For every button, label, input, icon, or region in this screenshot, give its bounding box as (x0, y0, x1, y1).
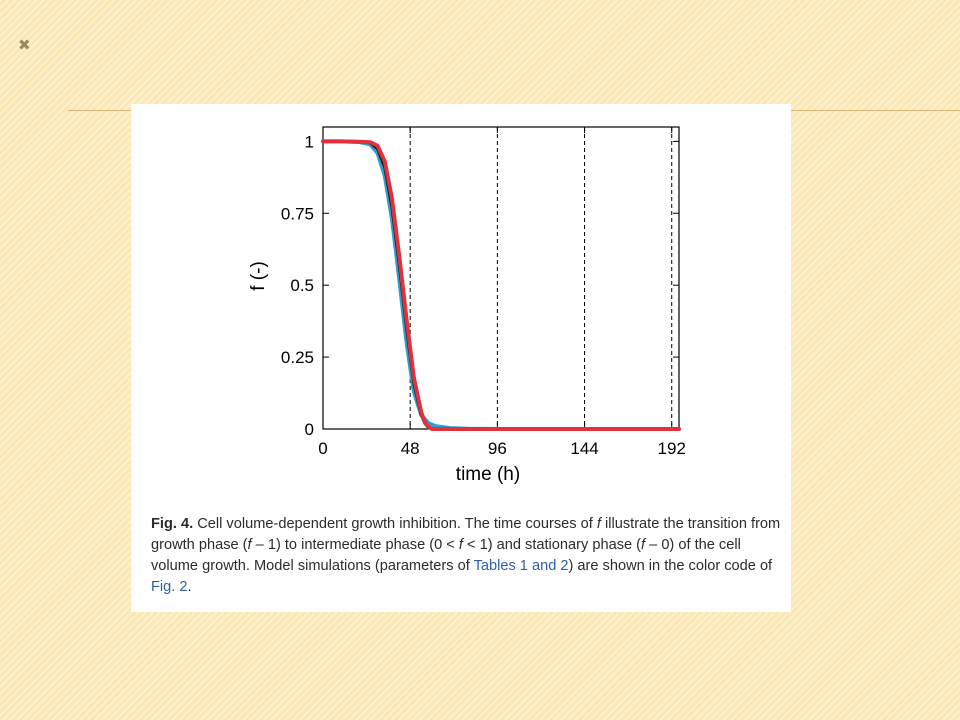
axis-ticks: 0 0.25 0.5 0.75 1 0 48 96 144 192 (281, 127, 686, 458)
series-line-2 (321, 139, 681, 431)
series-line-1 (321, 139, 681, 431)
figure-caption: Fig. 4. Cell volume-dependent growth inh… (151, 514, 781, 598)
caption-tables-link[interactable]: Tables 1 and 2 (473, 558, 569, 574)
x-tick-label: 96 (488, 439, 507, 458)
caption-text: – 1) to intermediate phase (0 < (251, 537, 459, 553)
caption-text: . (187, 579, 192, 595)
y-tick-label: 0.75 (281, 204, 314, 223)
caption-var-f: f (641, 537, 646, 553)
caption-var-f: f (596, 516, 601, 532)
caption-text: illustrate the transition from growth ph… (151, 516, 781, 553)
x-axis-label: time (h) (456, 464, 520, 485)
y-axis-label: f (-) (248, 261, 269, 291)
line-chart: 0 0.25 0.5 0.75 1 0 48 96 144 192 f (-) time (h) (248, 126, 686, 485)
figure-panel: 0 0.25 0.5 0.75 1 0 48 96 144 192 f (-) time (h) … (131, 104, 791, 612)
series-line-3 (321, 139, 681, 431)
vertical-reference-lines (409, 127, 673, 429)
x-tick-label: 48 (401, 439, 420, 458)
y-tick-label: 0.5 (290, 276, 314, 295)
caption-text: < 1) and stationary phase ( (462, 537, 642, 553)
caption-figure-label: Fig. 4. (151, 516, 194, 532)
caption-figure-link[interactable]: Fig. 2 (151, 579, 188, 595)
x-tick-label: 144 (570, 439, 598, 458)
y-tick-label: 0.25 (281, 348, 314, 367)
x-tick-label: 0 (318, 439, 327, 458)
caption-var-f: f (458, 537, 463, 553)
plot-frame (322, 126, 680, 430)
y-tick-label: 1 (305, 132, 314, 151)
slide-corner-mark: ✖ (18, 37, 31, 54)
x-tick-label: 192 (658, 439, 686, 458)
caption-text: Cell volume-dependent growth inhibition.… (193, 516, 597, 532)
caption-text: – 0) of the cell volume growth. Model si… (151, 537, 741, 574)
y-tick-label: 0 (305, 420, 314, 439)
caption-text: ) are shown in the color code of (568, 558, 773, 574)
caption-var-f: f (247, 537, 252, 553)
series-lines (321, 139, 681, 431)
